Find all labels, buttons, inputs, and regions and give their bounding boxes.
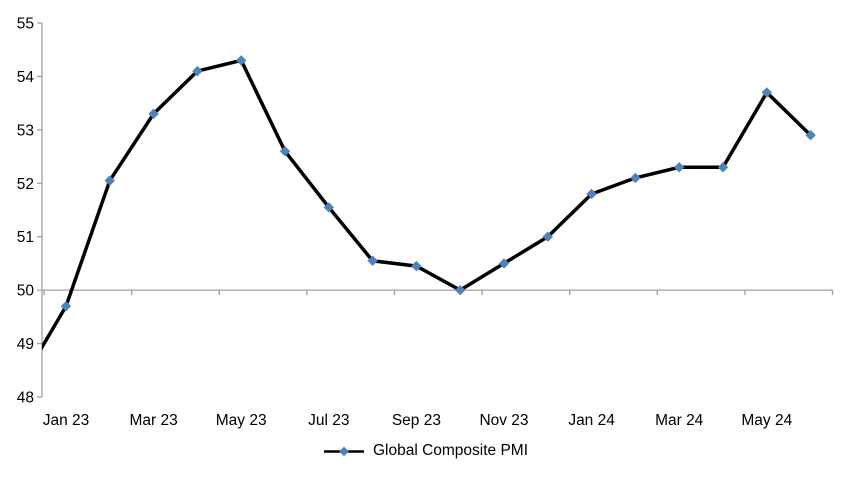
data-point-marker <box>455 284 466 296</box>
y-axis-label: 51 <box>17 229 34 246</box>
data-point-marker <box>279 146 291 157</box>
y-axis-label: 48 <box>17 390 34 407</box>
data-point-marker <box>367 255 378 266</box>
data-point-marker <box>411 260 422 272</box>
y-axis-label: 54 <box>17 69 35 86</box>
data-point-marker <box>586 188 597 200</box>
data-point-marker <box>323 202 334 213</box>
series-group <box>17 55 816 386</box>
data-point-marker <box>498 258 510 269</box>
x-axis-label: Mar 24 <box>655 412 704 429</box>
legend-label: Global Composite PMI <box>372 442 529 459</box>
y-axis-label: 53 <box>17 122 34 139</box>
data-point-marker <box>192 65 203 77</box>
legend: Global Composite PMI <box>0 441 852 461</box>
data-point-marker <box>805 130 816 141</box>
data-point-marker <box>542 231 553 242</box>
data-point-marker <box>717 162 729 173</box>
data-point-marker <box>17 376 27 386</box>
data-point-marker <box>630 172 641 184</box>
x-axis-label: Jan 23 <box>43 412 90 429</box>
x-axis-label: Jan 24 <box>568 412 615 429</box>
data-point-marker <box>674 162 685 173</box>
legend-marker-icon <box>323 446 364 456</box>
data-point-marker <box>60 300 72 312</box>
y-axis-label: 55 <box>17 16 34 33</box>
data-point-marker <box>236 55 247 66</box>
x-axis-label: Sep 23 <box>392 412 441 429</box>
y-axis-label: 52 <box>17 176 34 193</box>
x-axis-label: Mar 23 <box>129 412 177 429</box>
x-axis-label: May 23 <box>216 412 267 429</box>
data-point-marker <box>761 87 772 98</box>
data-point-marker <box>104 175 115 186</box>
y-axis-label: 50 <box>17 283 35 300</box>
x-axis-label: Jul 23 <box>308 412 349 429</box>
series-line <box>42 58 813 351</box>
y-axis-label: 49 <box>17 336 34 353</box>
data-point-marker <box>148 108 159 120</box>
x-axis-label: May 24 <box>741 412 792 429</box>
x-axis-label: Nov 23 <box>479 412 528 429</box>
